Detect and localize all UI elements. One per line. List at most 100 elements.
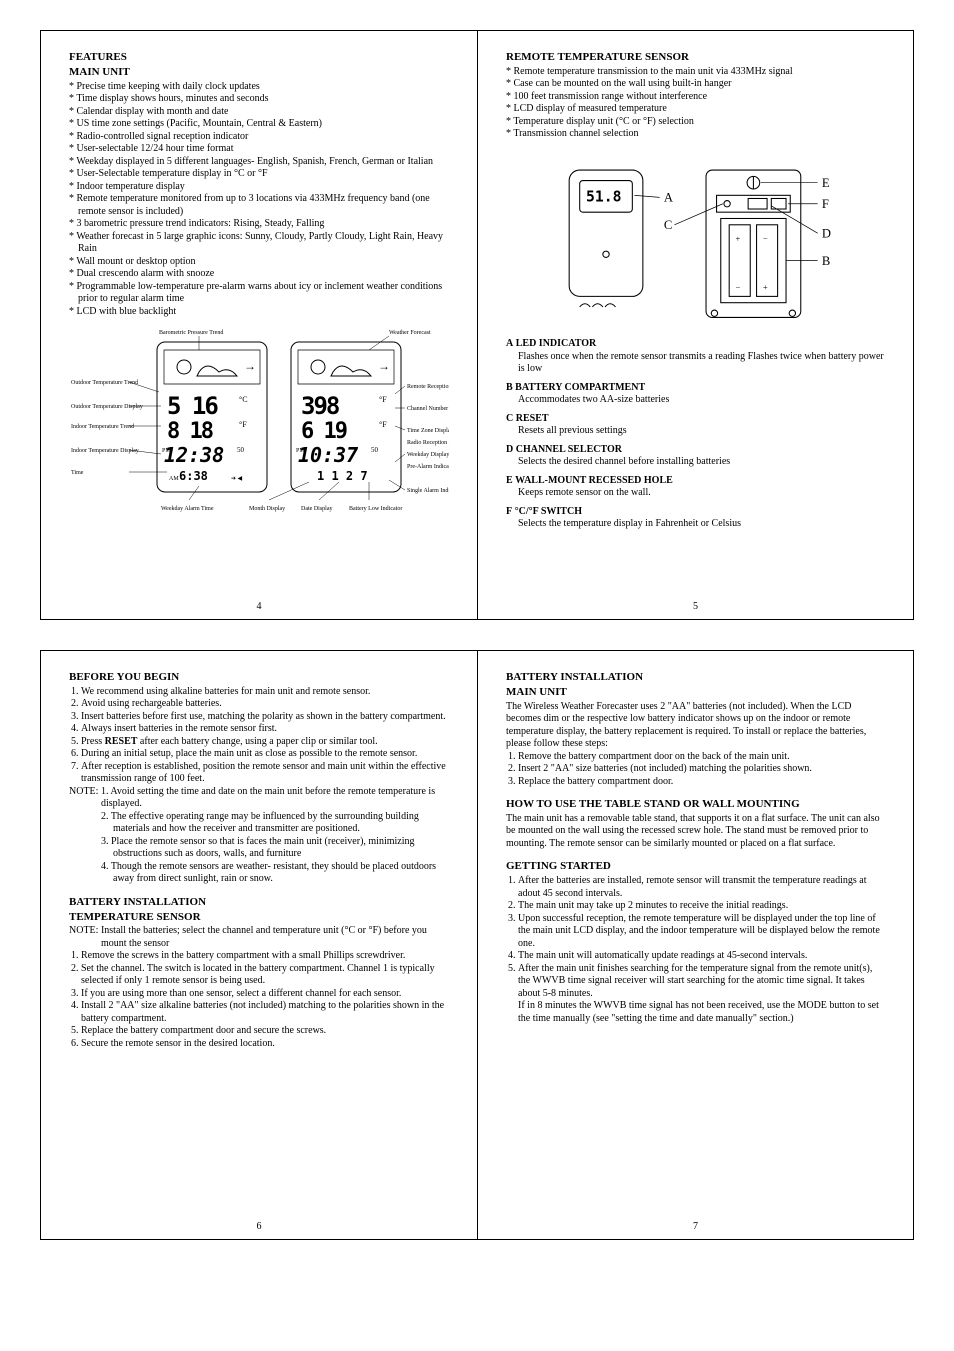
battery-install-heading: BATTERY INSTALLATION (506, 671, 885, 685)
diag-label: Indoor Temperature Display (71, 448, 139, 454)
item-key: A (506, 338, 513, 349)
item-f: F °C/°F SWITCH Selects the temperature d… (506, 506, 885, 531)
feature-item: Indoor temperature display (69, 181, 449, 194)
item-title: BATTERY COMPARTMENT (515, 382, 645, 393)
svg-text:−: − (736, 282, 741, 292)
svg-text:AM: AM (169, 476, 179, 482)
ts-item: Remove the screws in the battery compart… (81, 950, 449, 963)
mu-intro: The Wireless Weather Forecaster uses 2 "… (506, 701, 885, 751)
main-unit-heading: MAIN UNIT (506, 686, 885, 700)
page-5: REMOTE TEMPERATURE SENSOR Remote tempera… (477, 31, 913, 619)
item-desc: Accommodates two AA-size batteries (506, 394, 885, 407)
before-item: We recommend using alkaline batteries fo… (81, 686, 449, 699)
diag-label: Time (71, 470, 84, 476)
ts-item: Secure the remote sensor in the desired … (81, 1038, 449, 1051)
diag-label: Single Alarm Indicator (407, 488, 449, 494)
svg-text:E: E (822, 176, 830, 190)
diag-label: Indoor Temperature Trend (71, 424, 134, 430)
note-lead: NOTE: 1. Avoid setting the time and date… (69, 786, 449, 811)
feature-item: Precise time keeping with daily clock up… (69, 81, 449, 94)
svg-text:PM: PM (296, 448, 305, 454)
diag-label: Barometric Pressure Trend (159, 330, 223, 336)
remote-feature: Remote temperature transmission to the m… (506, 66, 885, 79)
item-title: CHANNEL SELECTOR (516, 444, 622, 455)
page-pair-6-7: BEFORE YOU BEGIN We recommend using alka… (40, 650, 914, 1240)
ts-item: Set the channel. The switch is located i… (81, 963, 449, 988)
svg-text:−: − (763, 233, 768, 243)
diag-label: Weather Forecast (389, 330, 431, 336)
temp-sensor-heading: TEMPERATURE SENSOR (69, 911, 449, 925)
item-e: E WALL-MOUNT RECESSED HOLE Keeps remote … (506, 475, 885, 500)
feature-item: 3 barometric pressure trend indicators: … (69, 218, 449, 231)
mu-item: Replace the battery compartment door. (518, 776, 885, 789)
svg-text:+: + (763, 282, 768, 292)
svg-text:PM: PM (162, 448, 171, 454)
svg-text:398: 398 (301, 392, 339, 420)
before-item: Always insert batteries in the remote se… (81, 723, 449, 736)
item-key: F (506, 506, 512, 517)
battery-install-heading: BATTERY INSTALLATION (69, 896, 449, 910)
diag-label: Channel Number (407, 406, 448, 412)
item-desc: Selects the temperature display in Fahre… (506, 518, 885, 531)
gs-list: After the batteries are installed, remot… (506, 875, 885, 1000)
item-desc: Flashes once when the remote sensor tran… (506, 351, 885, 376)
svg-text:D: D (822, 226, 831, 240)
svg-text:°C: °C (239, 395, 248, 404)
item-b: B BATTERY COMPARTMENT Accommodates two A… (506, 382, 885, 407)
remote-feature: Temperature display unit (°C or °F) sele… (506, 116, 885, 129)
item-key: C (506, 413, 513, 424)
page-4: FEATURES MAIN UNIT Precise time keeping … (41, 31, 477, 619)
ts-note: NOTE: Install the batteries; select the … (69, 925, 449, 950)
item-c: C RESET Resets all previous settings (506, 413, 885, 438)
note-item: 2. The effective operating range may be … (69, 811, 449, 836)
gs-item: Upon successful reception, the remote te… (518, 913, 885, 951)
feature-item: Weekday displayed in 5 different languag… (69, 156, 449, 169)
ts-list: Remove the screws in the battery compart… (69, 950, 449, 1050)
features-list: Precise time keeping with daily clock up… (69, 81, 449, 319)
feature-item: Dual crescendo alarm with snooze (69, 268, 449, 281)
how-to-body: The main unit has a removable table stan… (506, 813, 885, 851)
feature-item: Calendar display with month and date (69, 106, 449, 119)
feature-item: User-selectable 12/24 hour time format (69, 143, 449, 156)
ts-item: Install 2 "AA" size alkaline batteries (… (81, 1000, 449, 1025)
remote-sensor-heading: REMOTE TEMPERATURE SENSOR (506, 51, 885, 65)
diag-label: Time Zone Display (407, 428, 449, 434)
feature-item: Remote temperature monitored from up to … (69, 193, 449, 218)
svg-text:➔ ◀: ➔ ◀ (231, 476, 243, 482)
mu-item: Insert 2 "AA" size batteries (not includ… (518, 763, 885, 776)
svg-text:F: F (822, 197, 829, 211)
svg-text:1 1 2 7: 1 1 2 7 (317, 469, 368, 483)
item-key: B (506, 382, 513, 393)
diag-label: Remote Reception Icon (407, 384, 449, 390)
svg-text:6:38: 6:38 (179, 469, 208, 483)
before-list: We recommend using alkaline batteries fo… (69, 686, 449, 786)
remote-sensor-diagram: 51.8 + − − + (506, 149, 885, 328)
before-item: Insert batteries before first use, match… (81, 711, 449, 724)
feature-item: Programmable low-temperature pre-alarm w… (69, 281, 449, 306)
svg-text:°F: °F (379, 395, 387, 404)
item-desc: Resets all previous settings (506, 425, 885, 438)
note-item: 4. Though the remote sensors are weather… (69, 861, 449, 886)
feature-item: User-Selectable temperature display in °… (69, 168, 449, 181)
gs-item: The main unit will automatically update … (518, 950, 885, 963)
page-number: 5 (478, 601, 913, 614)
svg-text:+: + (736, 233, 741, 243)
page-7: BATTERY INSTALLATION MAIN UNIT The Wirel… (477, 651, 913, 1239)
item-key: D (506, 444, 513, 455)
item-desc: Selects the desired channel before insta… (506, 456, 885, 469)
how-to-heading: HOW TO USE THE TABLE STAND OR WALL MOUNT… (506, 798, 885, 812)
svg-text:5 16: 5 16 (167, 392, 218, 420)
item-desc: Keeps remote sensor on the wall. (506, 487, 885, 500)
svg-text:B: B (822, 254, 830, 268)
page-number: 6 (41, 1221, 477, 1234)
item-title: WALL-MOUNT RECESSED HOLE (515, 475, 673, 486)
mu-list: Remove the battery compartment door on t… (506, 751, 885, 789)
svg-text:8 18: 8 18 (167, 419, 213, 444)
item-key: E (506, 475, 513, 486)
svg-text:→: → (378, 359, 390, 373)
before-item: Avoid using rechargeable batteries. (81, 698, 449, 711)
item-title: RESET (516, 413, 549, 424)
features-heading: FEATURES (69, 51, 449, 65)
svg-text:°F: °F (379, 420, 387, 429)
diag-label: Battery Low Indicator (349, 506, 402, 512)
